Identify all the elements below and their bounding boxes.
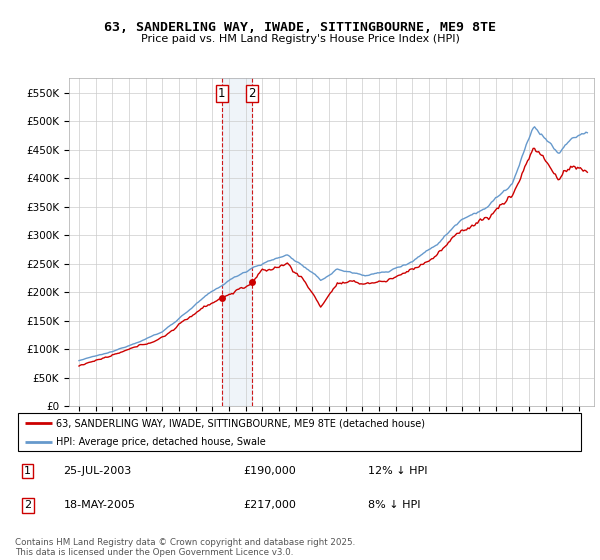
Text: 2: 2	[24, 500, 31, 510]
Text: 2: 2	[248, 87, 256, 100]
Text: 18-MAY-2005: 18-MAY-2005	[64, 500, 136, 510]
Text: 63, SANDERLING WAY, IWADE, SITTINGBOURNE, ME9 8TE (detached house): 63, SANDERLING WAY, IWADE, SITTINGBOURNE…	[56, 418, 425, 428]
Text: 12% ↓ HPI: 12% ↓ HPI	[368, 466, 428, 476]
Text: £190,000: £190,000	[243, 466, 296, 476]
Text: £217,000: £217,000	[243, 500, 296, 510]
Text: 1: 1	[24, 466, 31, 476]
FancyBboxPatch shape	[18, 413, 581, 451]
Text: 8% ↓ HPI: 8% ↓ HPI	[368, 500, 421, 510]
Text: Price paid vs. HM Land Registry's House Price Index (HPI): Price paid vs. HM Land Registry's House …	[140, 34, 460, 44]
Text: 1: 1	[218, 87, 226, 100]
Bar	[221, 78, 252, 406]
Text: HPI: Average price, detached house, Swale: HPI: Average price, detached house, Swal…	[56, 437, 266, 447]
Text: Contains HM Land Registry data © Crown copyright and database right 2025.
This d: Contains HM Land Registry data © Crown c…	[15, 538, 355, 557]
Text: 25-JUL-2003: 25-JUL-2003	[64, 466, 132, 476]
Text: 63, SANDERLING WAY, IWADE, SITTINGBOURNE, ME9 8TE: 63, SANDERLING WAY, IWADE, SITTINGBOURNE…	[104, 21, 496, 34]
